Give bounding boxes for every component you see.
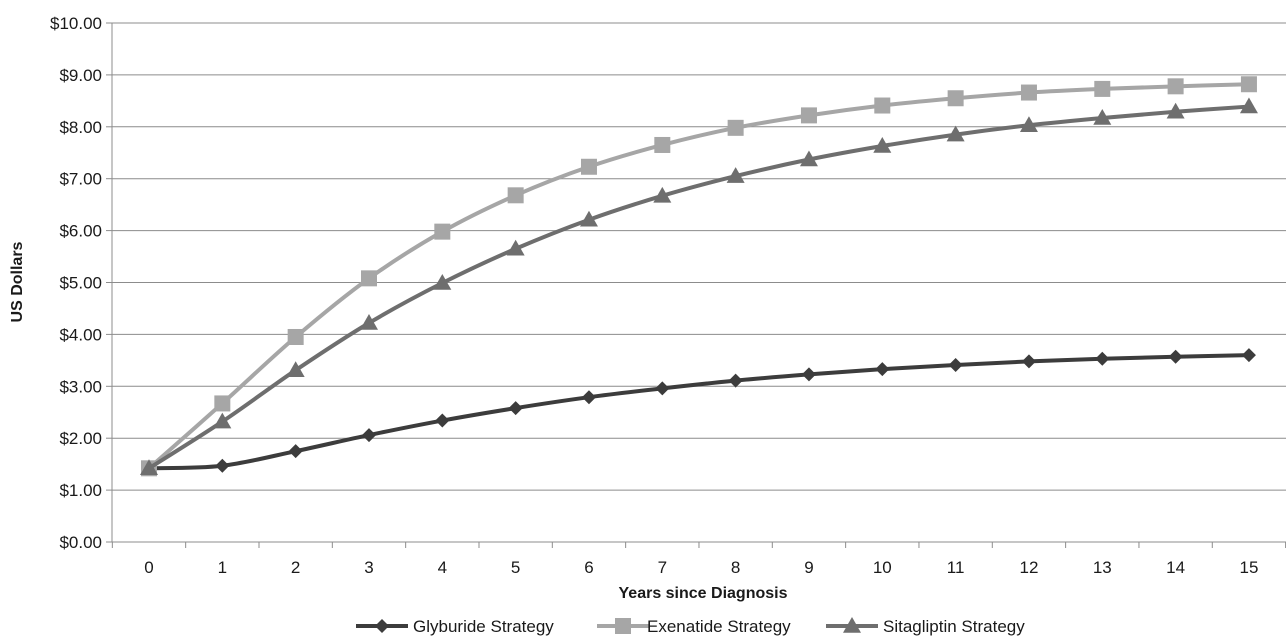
x-tick-label: 8: [731, 558, 740, 577]
data-point: [728, 373, 743, 388]
x-axis-title: Years since Diagnosis: [619, 585, 788, 602]
data-point: [875, 362, 890, 377]
data-point: [287, 328, 304, 345]
data-point: [1241, 348, 1256, 363]
data-point: [433, 274, 452, 290]
data-point: [1019, 116, 1038, 132]
data-point: [946, 125, 965, 142]
y-tick-label: $0.00: [59, 533, 102, 552]
series-line: [147, 104, 1250, 470]
data-point: [507, 187, 524, 204]
x-tick-label: 1: [218, 558, 227, 577]
x-tick-label: 10: [873, 558, 892, 577]
y-tick-label: $5.00: [59, 274, 102, 293]
y-tick-label: $1.00: [59, 481, 102, 500]
data-point: [1095, 351, 1110, 366]
data-point: [359, 313, 378, 330]
data-point: [215, 458, 230, 473]
y-tick-label: $6.00: [59, 222, 102, 241]
data-point: [1020, 84, 1037, 101]
data-point: [1167, 78, 1184, 95]
data-point: [580, 158, 597, 175]
data-point: [653, 186, 672, 203]
legend-marker: [615, 618, 631, 634]
x-tick-label: 12: [1019, 558, 1038, 577]
data-point: [214, 395, 231, 412]
y-tick-label: $8.00: [59, 118, 102, 137]
data-point: [726, 167, 745, 183]
data-point: [727, 119, 744, 136]
legend-item-exenatide-strategy: Exenatide Strategy: [597, 617, 791, 636]
data-point: [213, 412, 232, 429]
y-tick-label: $10.00: [50, 14, 102, 33]
data-point: [288, 444, 303, 459]
y-tick-label: $9.00: [59, 66, 102, 85]
tick-labels: $0.00 $1.00 $2.00 $3.00 $4.00 $5.00 $6.00 $7.00…: [50, 14, 1258, 577]
data-point: [579, 210, 598, 227]
data-point: [655, 381, 670, 396]
legend-item-sitagliptin-strategy: Sitagliptin Strategy: [826, 617, 1025, 636]
data-point: [1094, 80, 1111, 97]
x-tick-label: 4: [438, 558, 447, 577]
series-line: [147, 82, 1250, 470]
data-point: [581, 390, 596, 405]
y-tick-label: $3.00: [59, 377, 102, 396]
x-tick-label: 11: [947, 558, 965, 577]
data-point: [1168, 349, 1183, 364]
x-tick-label: 0: [144, 558, 153, 577]
data-point: [1239, 97, 1258, 114]
grid-lines: [112, 22, 1286, 491]
data-point: [801, 367, 816, 382]
x-tick-label: 14: [1166, 558, 1185, 577]
data-point: [654, 136, 671, 153]
series-sitagliptin-strategy: [140, 97, 1258, 476]
data-point: [799, 150, 818, 167]
axes: [106, 22, 1286, 548]
series-glyburide-strategy: [142, 348, 1256, 476]
data-point: [948, 358, 963, 373]
data-point: [506, 239, 525, 256]
x-tick-label: 6: [584, 558, 593, 577]
y-tick-label: $2.00: [59, 429, 102, 448]
series-exenatide-strategy: [141, 76, 1257, 477]
data-point: [873, 137, 892, 153]
data-point: [361, 428, 376, 443]
x-tick-label: 9: [804, 558, 813, 577]
data-point: [800, 107, 817, 124]
y-axis-title: US Dollars: [9, 241, 26, 322]
data-point: [434, 223, 451, 240]
data-point: [140, 459, 158, 476]
data-point: [508, 401, 523, 416]
data-point: [1021, 354, 1036, 369]
y-tick-label: $4.00: [59, 325, 102, 344]
data-point: [1166, 102, 1185, 119]
x-tick-label: 7: [658, 558, 667, 577]
legend-marker: [375, 619, 389, 633]
legend-item-glyburide-strategy: Glyburide Strategy: [356, 617, 554, 636]
x-tick-label: 3: [364, 558, 373, 577]
legend-label: Exenatide Strategy: [647, 617, 791, 636]
data-point: [360, 270, 377, 287]
x-tick-label: 15: [1239, 558, 1258, 577]
y-tick-label: $7.00: [59, 170, 102, 189]
data-point: [874, 97, 891, 114]
series-line: [148, 353, 1249, 471]
legend-label: Sitagliptin Strategy: [883, 617, 1025, 636]
data-point: [286, 361, 305, 377]
x-tick-label: 2: [291, 558, 300, 577]
x-tick-label: 5: [511, 558, 520, 577]
legend: Glyburide Strategy Exenatide Strategy Sita…: [356, 617, 1025, 636]
data-point: [947, 90, 964, 107]
legend-marker: [843, 617, 861, 633]
x-tick-label: 13: [1093, 558, 1112, 577]
series-lines: [140, 76, 1258, 477]
legend-label: Glyburide Strategy: [413, 617, 554, 636]
data-point: [1240, 76, 1257, 93]
data-point: [1093, 108, 1112, 125]
data-point: [435, 413, 450, 428]
